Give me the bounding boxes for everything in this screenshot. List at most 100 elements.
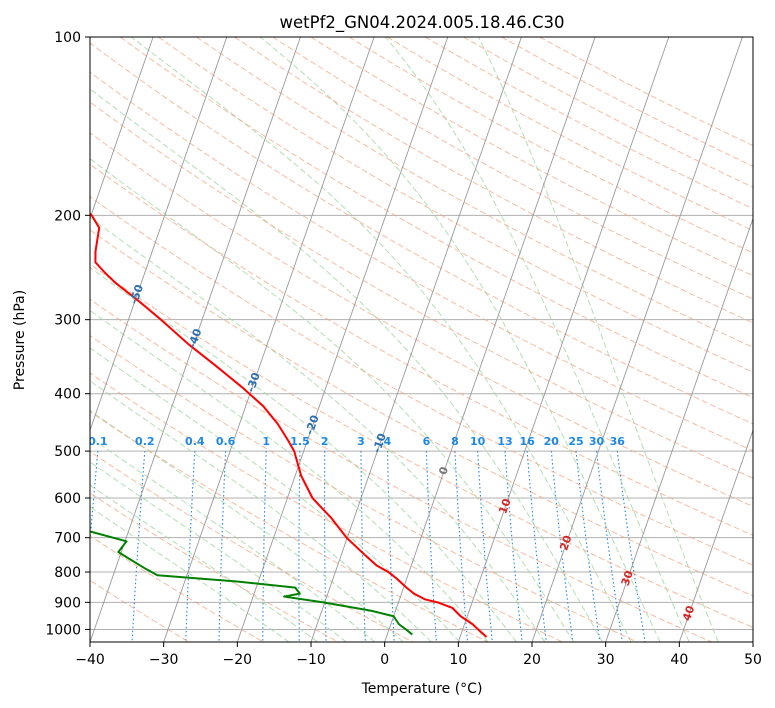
dry-adiabat-line	[272, 37, 753, 300]
y-tick-label: 800	[54, 565, 81, 581]
mixing-ratio-label: 1.5	[290, 435, 310, 448]
dry-adiabat-layer	[90, 37, 753, 642]
mixing-ratio-layer	[90, 451, 646, 642]
isotherm-line	[384, 37, 596, 642]
x-axis: −40 −30 −20 −10 0 10 20 30 40 50	[75, 642, 762, 668]
dry-adiabat-line	[90, 263, 753, 629]
isotherm-line	[90, 37, 154, 220]
isotherm-label: 20	[557, 533, 574, 552]
moist-adiabat-line	[90, 380, 432, 642]
dry-adiabat-line	[90, 229, 753, 597]
dry-adiabat-line	[90, 535, 264, 642]
line-label-layer: 0.1 0.2 0.4 0.6 1 1.5 2 3 4 6 8 10 13 16 20 25 30 36 -10 0 -…	[88, 282, 697, 623]
isotherm-line	[90, 37, 228, 432]
dry-adiabat-line	[90, 132, 753, 508]
isotherm-line	[678, 428, 753, 642]
x-tick-label: 40	[670, 652, 688, 668]
mixing-ratio-line	[526, 451, 547, 642]
x-tick-label: 10	[449, 652, 467, 668]
mixing-ratio-label: 30	[589, 435, 605, 448]
isotherm-line	[605, 217, 753, 642]
moist-adiabat-line	[90, 436, 376, 642]
x-tick-label: −10	[296, 652, 326, 668]
temperature-profile-line	[90, 212, 488, 638]
dry-adiabat-line	[90, 163, 753, 537]
x-tick-label: 20	[523, 652, 541, 668]
dry-adiabat-line	[90, 71, 753, 452]
x-tick-label: 0	[380, 652, 389, 668]
moist-adiabat-line	[90, 309, 489, 642]
series-layer	[90, 212, 488, 638]
dry-adiabat-line	[90, 196, 753, 566]
moist-adiabat-line	[90, 461, 347, 642]
x-axis-label: Temperature (°C)	[361, 681, 483, 697]
mixing-ratio-label: 0.1	[88, 435, 108, 448]
moist-adiabat-line	[259, 37, 661, 642]
isotherm-label: -50	[127, 282, 146, 305]
y-tick-label: 900	[54, 595, 81, 611]
mixing-ratio-line	[425, 451, 437, 642]
y-axis-label: Pressure (hPa)	[12, 290, 28, 390]
isotherm-label: 0	[436, 465, 451, 477]
mixing-ratio-label: 1	[262, 435, 270, 448]
mixing-ratio-line	[185, 451, 196, 642]
isotherm-line	[531, 37, 743, 642]
isotherm-label: 10	[496, 497, 513, 516]
mixing-ratio-label: 13	[497, 435, 512, 448]
y-tick-label: 100	[54, 30, 81, 46]
mixing-ratio-label: 0.6	[216, 435, 236, 448]
mixing-ratio-line	[218, 451, 227, 642]
mixing-ratio-label: 8	[451, 435, 459, 448]
y-tick-label: 200	[54, 208, 81, 224]
moist-adiabat-line	[477, 37, 719, 642]
dry-adiabat-line	[90, 42, 753, 425]
y-axis: 100 200 300 400 500 600 700 800 900 1000	[45, 30, 90, 638]
moist-adiabat-line	[130, 37, 632, 642]
dry-adiabat-line	[90, 492, 339, 642]
moist-adiabat-line	[90, 506, 290, 642]
moist-adiabat-line	[90, 88, 603, 642]
isotherm-label: -40	[186, 327, 205, 350]
plot-frame	[89, 36, 754, 643]
isotherm-label: 40	[680, 604, 697, 623]
mixing-ratio-line	[504, 451, 523, 642]
mixing-ratio-label: 25	[568, 435, 583, 448]
mixing-ratio-label: 16	[519, 435, 535, 448]
y-tick-label: 700	[54, 531, 81, 547]
mixing-ratio-line	[262, 451, 267, 642]
mixing-ratio-line	[595, 451, 623, 642]
mixing-ratio-line	[616, 451, 646, 642]
dry-adiabat-line	[119, 37, 753, 399]
isotherm-line	[310, 37, 522, 642]
dewpoint-profile-line	[90, 530, 413, 636]
mixing-ratio-label: 2	[321, 435, 329, 448]
dry-adiabat-line	[90, 372, 563, 642]
mixing-ratio-label: 4	[384, 435, 392, 448]
x-tick-label: −30	[149, 652, 179, 668]
mixing-ratio-label: 10	[470, 435, 486, 448]
isotherm-line	[236, 37, 449, 642]
plot-area	[90, 37, 753, 642]
y-tick-label: 600	[54, 491, 81, 507]
mixing-ratio-line	[454, 451, 469, 642]
isotherm-line	[163, 37, 375, 642]
mixing-ratio-line	[298, 451, 301, 642]
mixing-ratio-line	[575, 451, 601, 642]
y-tick-label: 1000	[45, 622, 81, 638]
mixing-ratio-label: 20	[544, 435, 560, 448]
mixing-ratio-label: 0.2	[135, 435, 155, 448]
isotherm-line	[457, 37, 670, 642]
dry-adiabat-line	[90, 451, 414, 642]
isotherm-label: 30	[619, 569, 636, 588]
y-tick-label: 500	[54, 444, 81, 460]
mixing-ratio-line	[387, 451, 395, 642]
dry-adiabat-line	[90, 335, 638, 642]
mixing-ratio-label: 3	[357, 435, 365, 448]
moist-adiabat-line	[90, 266, 517, 642]
mixing-ratio-label: 36	[610, 435, 626, 448]
y-tick-label: 300	[54, 313, 81, 329]
mixing-ratio-label: 6	[423, 435, 431, 448]
mixing-ratio-label: 0.4	[185, 435, 205, 448]
moist-adiabat-line	[90, 158, 575, 642]
mixing-ratio-line	[360, 451, 366, 642]
